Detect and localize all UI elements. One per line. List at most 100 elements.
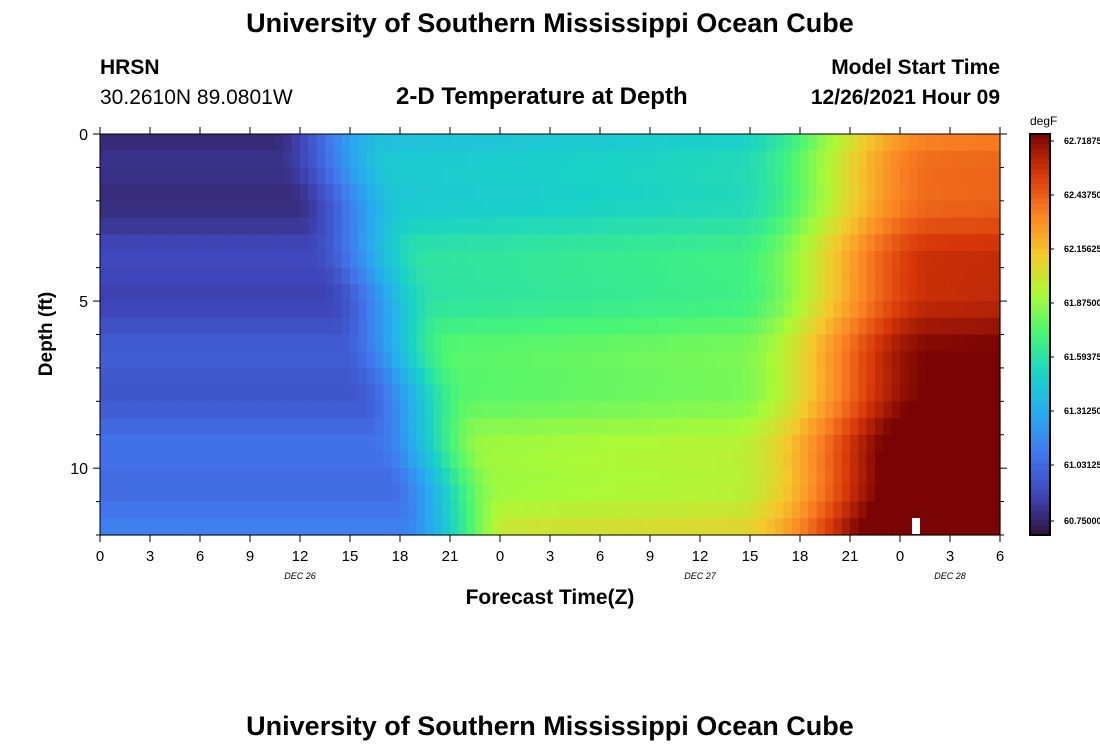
heatmap-cell — [625, 167, 634, 185]
heatmap-cell — [650, 317, 659, 336]
heatmap-cell — [175, 150, 184, 169]
heatmap-cell — [241, 334, 251, 352]
heatmap-cell — [400, 284, 409, 302]
heatmap-cell — [550, 384, 559, 402]
heatmap-cell — [433, 217, 443, 235]
heatmap-cell — [841, 484, 851, 503]
heatmap-cell — [133, 134, 143, 152]
heatmap-cell — [291, 384, 301, 402]
heatmap-cell — [483, 150, 493, 169]
heatmap-cell — [816, 217, 826, 235]
heatmap-cell — [183, 301, 193, 319]
heatmap-cell — [241, 184, 251, 202]
heatmap-cell — [941, 434, 951, 453]
heatmap-cell — [608, 351, 618, 369]
heatmap-cell — [733, 284, 743, 302]
heatmap-cell — [408, 200, 418, 219]
heatmap-cell — [800, 401, 809, 419]
heatmap-cell — [775, 468, 784, 486]
heatmap-cell — [800, 351, 809, 369]
heatmap-cell — [991, 184, 1001, 202]
heatmap-cell — [900, 401, 909, 419]
heatmap-cell — [358, 351, 368, 369]
heatmap-cell — [875, 150, 884, 169]
heatmap-cell — [550, 484, 559, 503]
heatmap-cell — [541, 150, 551, 169]
heatmap-cell — [841, 134, 851, 152]
heatmap-cell — [916, 167, 926, 185]
heatmap-cell — [933, 468, 943, 486]
heatmap-cell — [466, 334, 476, 352]
heatmap-cell — [950, 418, 959, 436]
heatmap-cell — [566, 184, 576, 202]
heatmap-cell — [816, 184, 826, 202]
heatmap-cell — [525, 134, 534, 152]
heatmap-cell — [308, 418, 318, 436]
heatmap-cell — [683, 184, 693, 202]
heatmap-cell — [291, 267, 301, 285]
heatmap-cell — [566, 317, 576, 336]
colorbar-tick-label: 62.43750 — [1064, 190, 1100, 200]
heatmap-cell — [433, 418, 443, 436]
heatmap-cell — [100, 250, 109, 269]
heatmap-cell — [766, 384, 776, 402]
heatmap-cell — [233, 134, 243, 152]
heatmap-cell — [850, 267, 859, 285]
heatmap-cell — [550, 167, 559, 185]
heatmap-cell — [383, 401, 393, 419]
heatmap-cell — [916, 200, 926, 219]
heatmap-cell — [258, 184, 268, 202]
heatmap-cell — [450, 434, 459, 453]
heatmap-cell — [433, 468, 443, 486]
heatmap-cell — [150, 501, 159, 519]
heatmap-cell — [300, 267, 309, 285]
heatmap-cell — [433, 401, 443, 419]
heatmap-cell — [216, 301, 226, 319]
heatmap-cell — [625, 501, 634, 519]
heatmap-cell — [958, 418, 968, 436]
heatmap-cell — [225, 351, 234, 369]
heatmap-cell — [441, 468, 451, 486]
heatmap-cell — [833, 150, 843, 169]
heatmap-cell — [925, 468, 934, 486]
heatmap-cell — [541, 367, 551, 386]
heatmap-cell — [308, 317, 318, 336]
heatmap-cell — [616, 134, 626, 152]
heatmap-cell — [900, 301, 909, 319]
heatmap-cell — [783, 334, 793, 352]
heatmap-cell — [233, 301, 243, 319]
heatmap-cell — [383, 518, 393, 536]
heatmap-cell — [958, 334, 968, 352]
heatmap-cell — [766, 518, 776, 536]
heatmap-cell — [475, 418, 484, 436]
heatmap-cell — [708, 468, 718, 486]
heatmap-cell — [375, 484, 384, 503]
heatmap-cell — [858, 518, 868, 536]
heatmap-cell — [308, 150, 318, 169]
colorbar-segment — [1030, 469, 1050, 476]
heatmap-cell — [116, 384, 126, 402]
heatmap-cell — [916, 484, 926, 503]
heatmap-cell — [391, 418, 401, 436]
heatmap-cell — [841, 267, 851, 285]
heatmap-cell — [116, 317, 126, 336]
heatmap-cell — [891, 451, 901, 469]
heatmap-cell — [475, 184, 484, 202]
heatmap-cell — [275, 401, 284, 419]
heatmap-cell — [575, 401, 584, 419]
heatmap-cell — [575, 451, 584, 469]
heatmap-cell — [933, 401, 943, 419]
heatmap-cell — [758, 367, 768, 386]
heatmap-cell — [141, 284, 151, 302]
heatmap-cell — [408, 184, 418, 202]
heatmap-cell — [316, 384, 326, 402]
heatmap-cell — [541, 200, 551, 219]
heatmap-cell — [633, 501, 643, 519]
heatmap-cell — [158, 434, 168, 453]
heatmap-cell — [416, 184, 426, 202]
heatmap-cell — [525, 451, 534, 469]
heatmap-cell — [733, 351, 743, 369]
heatmap-cell — [716, 418, 726, 436]
heatmap-cell — [675, 250, 684, 269]
heatmap-cell — [300, 184, 309, 202]
